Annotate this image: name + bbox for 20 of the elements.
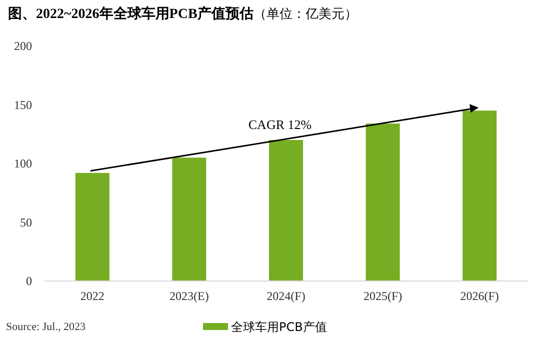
y-tick-label: 50 — [20, 215, 32, 230]
x-tick-label: 2022 — [80, 289, 104, 303]
x-tick-label: 2025(F) — [363, 289, 402, 303]
chart-subtitle: （单位：亿美元） — [253, 6, 358, 22]
y-tick-label: 100 — [14, 156, 32, 170]
annotation: CAGR 12% — [248, 117, 312, 132]
bar — [462, 110, 497, 281]
legend-label: 全球车用PCB产值 — [231, 320, 327, 334]
y-tick-label: 200 — [14, 39, 32, 53]
bar — [269, 140, 303, 281]
bar — [366, 124, 400, 281]
chart-title: 图、2022~2026年全球车用PCB产值预估 — [8, 5, 254, 22]
bar — [75, 172, 110, 281]
x-tick-label: 2024(F) — [266, 289, 306, 303]
y-tick-label: 0 — [26, 274, 32, 288]
bar — [172, 158, 206, 281]
source-note: Source: Jul., 2023 — [6, 321, 86, 333]
x-tick-label: 2023(E) — [170, 289, 209, 303]
x-tick-label: 2026(F) — [460, 289, 499, 303]
y-tick-label: 150 — [14, 98, 32, 112]
